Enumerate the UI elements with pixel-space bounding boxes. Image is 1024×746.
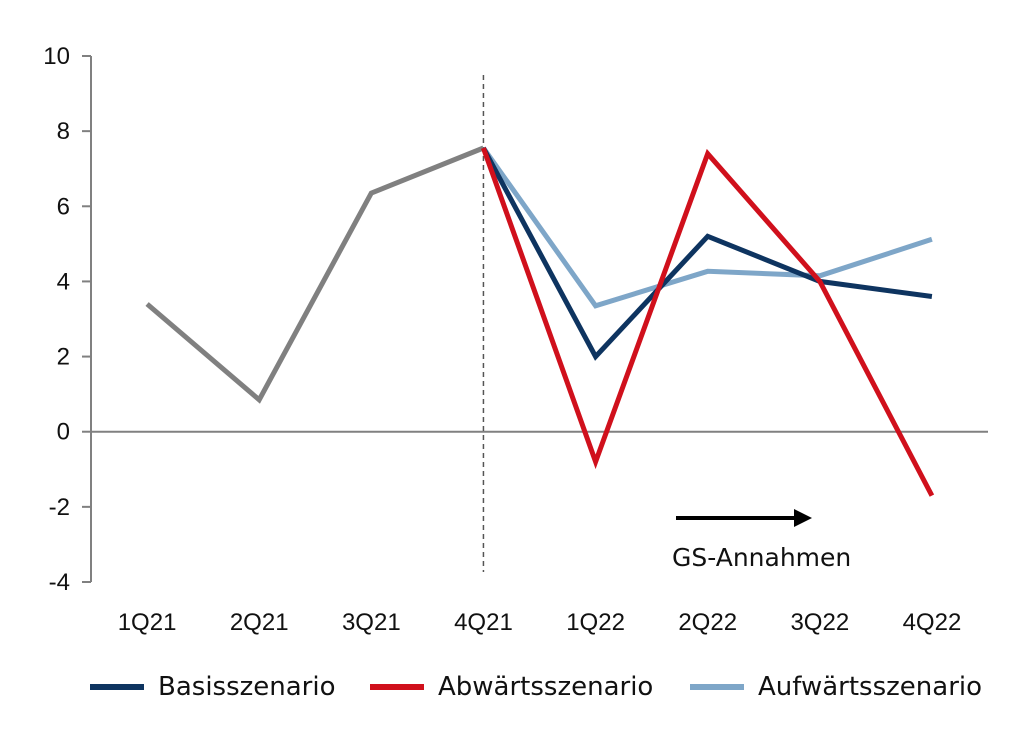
y-tick-label: 2 xyxy=(57,344,70,371)
y-tick-label: 8 xyxy=(57,118,70,145)
x-tick-label: 4Q22 xyxy=(903,609,962,636)
y-tick-label: -4 xyxy=(49,569,70,596)
x-tick-label: 2Q21 xyxy=(230,609,289,636)
line-chart: 10 8 6 4 2 0 -2 -4 1Q21 2Q21 3Q21 4Q21 1Q22 2Q22 3Q22… xyxy=(43,43,988,636)
gs-annahmen-annotation: GS-Annahmen xyxy=(672,509,851,572)
legend-label-aufwaertsszenario: Aufwärtsszenario xyxy=(758,672,983,702)
legend-item-abwaertsszenario: Abwärtsszenario xyxy=(370,662,653,712)
x-axis: 1Q21 2Q21 3Q21 4Q21 1Q22 2Q22 3Q22 4Q22 xyxy=(91,75,988,636)
basisszenario-line xyxy=(481,146,933,361)
y-axis: 10 8 6 4 2 0 -2 -4 xyxy=(43,43,92,596)
historical-line xyxy=(145,145,485,404)
y-tick-label: 6 xyxy=(57,193,70,220)
x-tick-label: 3Q21 xyxy=(342,609,401,636)
abwaertsszenario-line xyxy=(481,147,935,497)
legend-label-abwaertsszenario: Abwärtsszenario xyxy=(438,672,654,702)
aufwaertsszenario-line xyxy=(481,146,933,309)
x-tick-label: 1Q22 xyxy=(566,609,625,636)
series-lines xyxy=(145,145,935,497)
legend-swatch-aufwaertsszenario xyxy=(690,684,744,690)
annotation-arrow-head xyxy=(794,509,812,527)
y-tick-label: -2 xyxy=(49,494,70,521)
legend-item-basisszenario: Basisszenario xyxy=(90,662,336,712)
annotation-label: GS-Annahmen xyxy=(672,543,851,572)
x-tick-label: 3Q22 xyxy=(790,609,849,636)
x-tick-label: 4Q21 xyxy=(454,609,513,636)
y-tick-label: 4 xyxy=(57,268,70,295)
legend-label-basisszenario: Basisszenario xyxy=(158,672,336,702)
x-tick-label: 2Q22 xyxy=(678,609,737,636)
legend: Basisszenario Abwärtsszenario Aufwärtssz… xyxy=(0,662,1024,712)
legend-swatch-abwaertsszenario xyxy=(370,684,424,690)
y-tick-label: 10 xyxy=(43,43,70,70)
legend-item-aufwaertsszenario: Aufwärtsszenario xyxy=(690,662,982,712)
y-tick-label: 0 xyxy=(57,419,70,446)
x-tick-label: 1Q21 xyxy=(118,609,177,636)
legend-swatch-basisszenario xyxy=(90,684,144,690)
